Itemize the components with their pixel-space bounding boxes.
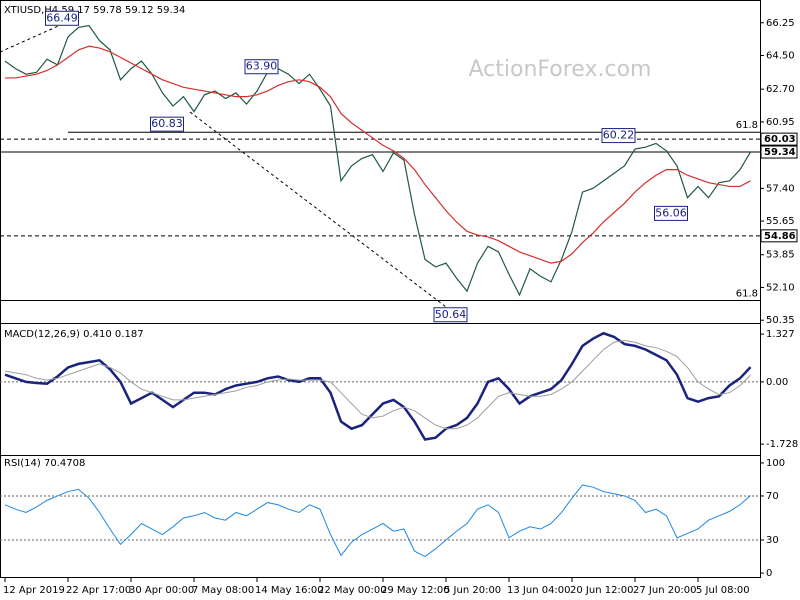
y-tick-label: 30 <box>766 535 779 546</box>
chart-title: XTIUSD,H4 59.17 59.78 59.12 59.34 <box>4 5 185 16</box>
annotation-box <box>45 10 79 26</box>
trend-line <box>189 111 451 311</box>
y-tick-label: 1.327 <box>766 329 795 340</box>
annotation-box <box>244 59 279 75</box>
annotation-box <box>654 205 688 221</box>
annotation-box <box>601 128 636 144</box>
series-line <box>5 45 751 264</box>
y-tick-label: 66.25 <box>766 18 795 29</box>
series-line <box>4 331 752 441</box>
chart-title: MACD(12,26,9) 0.410 0.187 <box>4 329 144 340</box>
annotation-box <box>150 116 184 132</box>
y-tick-label: 60.95 <box>766 117 795 128</box>
y-tick-label: 53.85 <box>766 250 795 261</box>
x-tick-label: 20 Jun 12:00 <box>570 585 634 596</box>
x-tick-label: 22 May 00:00 <box>318 585 387 596</box>
y-tick-label: 62.70 <box>766 84 795 95</box>
annotation-label: 63.90 <box>246 60 278 73</box>
y-tick-label: 55.65 <box>766 216 795 227</box>
annotation-label: 56.06 <box>655 206 687 219</box>
level-box <box>760 145 798 159</box>
level-label: 60.03 <box>764 134 796 145</box>
level-label: 54.86 <box>764 231 796 242</box>
x-tick-label: 27 Jun 20:00 <box>633 585 697 596</box>
series-line <box>4 24 752 297</box>
fib-label: 61.8 <box>736 120 758 131</box>
chart-title: RSI(14) 70.4708 <box>4 458 85 469</box>
annotation-label: 50.64 <box>435 308 467 321</box>
y-tick-label: 50.35 <box>766 315 795 326</box>
x-tick-label: 7 May 08:00 <box>192 585 254 596</box>
frame <box>0 0 761 578</box>
watermark: ActionForex.com <box>469 57 652 82</box>
series-line <box>4 339 751 430</box>
x-tick-label: 30 Apr 00:00 <box>129 585 194 596</box>
annotation-label: 60.22 <box>603 129 635 142</box>
level-box <box>760 229 798 243</box>
x-tick-label: 22 Apr 17:00 <box>66 585 131 596</box>
y-tick-label: 70 <box>766 491 779 502</box>
level-box <box>760 132 798 146</box>
x-tick-label: 5 Jun 20:00 <box>444 585 501 596</box>
y-tick-label: 57.40 <box>766 183 795 194</box>
x-tick-label: 29 May 12:00 <box>381 585 450 596</box>
series-line <box>4 484 751 558</box>
x-tick-label: 13 Jun 04:00 <box>507 585 571 596</box>
fib-label: 61.8 <box>736 289 758 300</box>
annotation-box <box>433 307 468 323</box>
y-tick-label: 0 <box>766 568 772 579</box>
x-tick-label: 12 Apr 2019 <box>3 585 65 596</box>
x-tick-label: 5 Jul 08:00 <box>696 585 750 596</box>
annotation-label: 60.83 <box>151 117 183 130</box>
y-tick-label: -1.728 <box>766 439 798 450</box>
x-tick-label: 14 May 16:00 <box>255 585 324 596</box>
y-tick-label: 100 <box>766 458 785 469</box>
annotation-label: 66.49 <box>46 11 78 24</box>
level-label: 59.34 <box>764 147 796 158</box>
y-tick-label: 0.00 <box>766 377 788 388</box>
y-tick-label: 52.10 <box>766 282 795 293</box>
y-tick-label: 64.50 <box>766 51 795 62</box>
